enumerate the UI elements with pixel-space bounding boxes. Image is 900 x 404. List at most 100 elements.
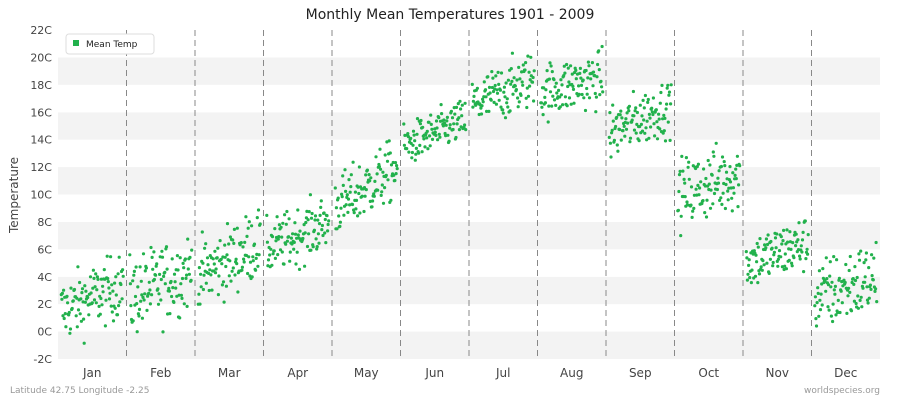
data-point xyxy=(389,198,393,202)
data-point xyxy=(452,122,456,126)
data-point xyxy=(369,176,373,180)
data-point xyxy=(172,300,176,304)
data-point xyxy=(638,125,642,129)
data-point xyxy=(239,241,243,245)
data-point xyxy=(144,266,148,270)
data-point xyxy=(731,171,735,175)
data-point xyxy=(559,78,563,82)
data-point xyxy=(662,113,666,117)
data-point xyxy=(779,255,783,259)
data-point xyxy=(539,101,544,105)
data-point xyxy=(159,298,163,302)
data-point xyxy=(234,257,238,261)
data-point xyxy=(281,221,285,225)
data-point xyxy=(220,283,224,287)
data-point xyxy=(835,258,839,262)
data-point xyxy=(543,101,548,105)
data-point xyxy=(320,228,324,232)
data-point xyxy=(497,98,501,102)
data-point xyxy=(381,201,386,205)
data-point xyxy=(669,83,673,87)
data-point xyxy=(689,203,693,207)
data-point xyxy=(669,102,673,106)
data-point xyxy=(651,96,656,100)
data-point xyxy=(161,330,165,334)
data-point xyxy=(527,70,531,74)
data-point xyxy=(375,172,379,176)
data-point xyxy=(684,156,689,160)
data-point xyxy=(340,195,344,199)
data-point xyxy=(665,86,669,90)
data-point xyxy=(754,253,758,257)
data-point xyxy=(429,122,433,126)
data-point xyxy=(483,88,488,92)
data-point xyxy=(697,193,701,197)
data-point xyxy=(633,109,637,113)
data-point xyxy=(293,232,298,236)
data-point xyxy=(428,144,432,148)
data-point xyxy=(167,286,171,290)
data-point xyxy=(287,235,291,239)
data-point xyxy=(712,191,717,196)
x-tick-label: Nov xyxy=(766,366,789,380)
data-point xyxy=(651,112,655,117)
data-point xyxy=(333,186,337,190)
data-point xyxy=(380,183,384,187)
data-point xyxy=(185,304,189,308)
data-point xyxy=(567,80,571,84)
data-point xyxy=(643,131,647,135)
footer-coordinates: Latitude 42.75 Longitude -2.25 xyxy=(10,386,149,396)
data-point xyxy=(145,308,149,312)
data-point xyxy=(358,211,362,215)
data-point xyxy=(779,235,783,239)
data-point xyxy=(783,252,787,256)
data-point xyxy=(307,232,311,236)
data-point xyxy=(530,80,535,84)
data-point xyxy=(570,72,574,76)
data-point xyxy=(284,242,288,246)
data-point xyxy=(681,169,685,173)
data-point xyxy=(407,150,411,154)
data-point xyxy=(744,250,748,254)
data-point xyxy=(386,178,390,182)
data-point xyxy=(240,265,244,269)
data-point xyxy=(84,289,88,293)
data-point xyxy=(489,98,493,102)
data-point xyxy=(149,245,153,250)
data-point xyxy=(325,214,329,218)
data-point xyxy=(447,139,451,143)
data-point xyxy=(459,107,463,111)
data-point xyxy=(596,62,600,67)
data-point xyxy=(667,90,672,94)
data-point xyxy=(663,139,668,143)
data-point xyxy=(88,275,93,279)
data-point xyxy=(335,227,339,231)
data-point xyxy=(270,235,275,239)
data-point xyxy=(745,278,750,282)
data-point xyxy=(433,130,437,134)
data-point xyxy=(571,87,576,91)
data-point xyxy=(816,291,820,295)
data-point xyxy=(437,116,441,120)
data-point xyxy=(315,245,319,249)
data-point xyxy=(454,105,459,109)
data-point xyxy=(624,127,629,131)
data-point xyxy=(647,112,652,116)
data-point xyxy=(687,160,691,164)
data-point xyxy=(563,95,568,99)
data-point xyxy=(220,262,224,266)
data-point xyxy=(256,264,260,268)
data-point xyxy=(501,111,505,115)
data-point xyxy=(225,222,230,226)
data-point xyxy=(611,119,615,123)
data-point xyxy=(732,191,736,195)
data-point xyxy=(502,90,506,94)
data-point xyxy=(143,269,147,273)
data-point xyxy=(769,239,773,244)
data-point xyxy=(421,125,425,129)
data-point xyxy=(548,61,552,65)
data-point xyxy=(92,298,97,302)
data-point xyxy=(63,312,67,316)
data-point xyxy=(858,298,862,302)
